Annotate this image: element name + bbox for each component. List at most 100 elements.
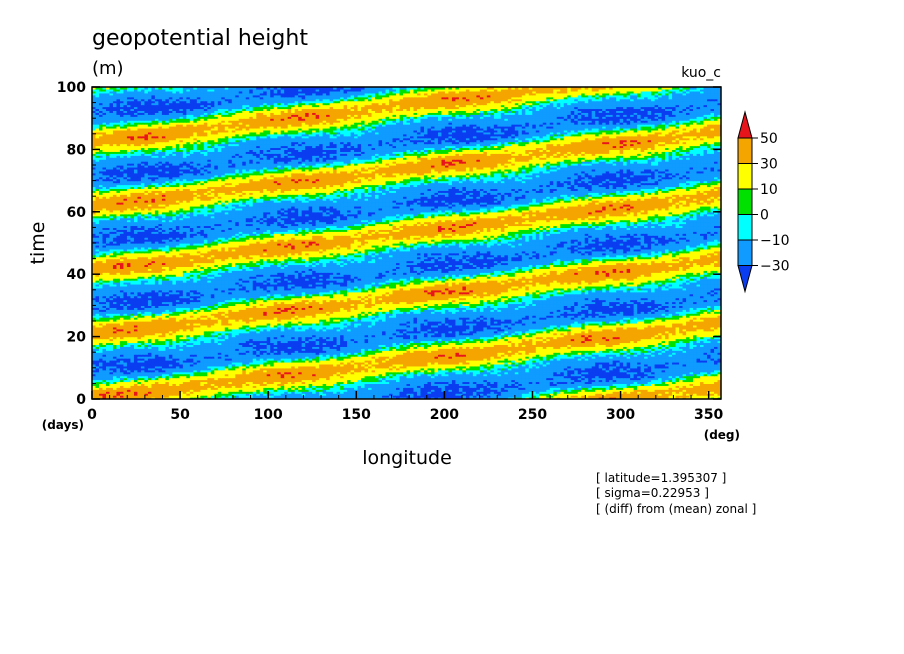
heatmap-cell [291,383,296,386]
heatmap-cell [266,369,271,373]
heatmap-cell [570,373,575,377]
heatmap-cell [616,373,621,377]
heatmap-cell [679,389,684,392]
heatmap-cell [382,395,387,398]
heatmap-cell [133,371,139,375]
heatmap-cell [224,371,229,375]
heatmap-cell [263,379,268,383]
heatmap-cell [665,381,670,384]
heatmap-cell [273,383,278,386]
heatmap-cell [668,381,673,384]
heatmap-cell [693,373,698,377]
heatmap-cell [231,375,236,379]
heatmap-cell [514,391,519,394]
heatmap-cell [210,389,215,392]
heatmap-cell [696,377,701,381]
heatmap-cell [102,379,107,383]
heatmap-cell [308,371,313,375]
heatmap-cell [200,373,205,377]
heatmap-cell [427,387,432,390]
heatmap-cell [256,397,261,399]
heatmap-cell [403,385,408,388]
heatmap-cell [647,369,652,373]
heatmap-cell [696,371,701,375]
heatmap-cell [396,369,401,373]
heatmap-cell [630,379,635,383]
heatmap-cell [214,379,219,383]
heatmap-cell [654,385,659,388]
heatmap-cell [598,389,603,392]
heatmap-cell [528,387,533,390]
heatmap-cell [259,379,264,383]
heatmap-cell [469,379,474,383]
heatmap-cell [525,383,530,386]
heatmap-cell [186,371,191,375]
heatmap-cell [535,385,540,388]
heatmap-cell [357,391,362,394]
heatmap-cell [217,391,222,394]
heatmap-cell [123,371,128,375]
heatmap-cell [189,377,194,381]
heatmap-cell [504,397,509,399]
heatmap-cell [350,383,355,386]
heatmap-cell [546,395,551,398]
heatmap-cell [154,375,159,379]
heatmap-cell [322,379,327,383]
heatmap-cell [553,395,558,398]
heatmap-cell [612,383,617,386]
heatmap-cell [595,391,600,394]
heatmap-cell [98,393,104,396]
heatmap-cell [514,393,519,396]
heatmap-cell [437,389,443,392]
heatmap-cell [371,383,376,386]
heatmap-cell [182,383,187,386]
heatmap-cell [609,369,614,373]
heatmap-cell [469,381,474,384]
heatmap-cell [479,397,484,399]
heatmap-cell [175,371,180,375]
heatmap-cell [665,395,670,398]
heatmap-cell [483,393,488,396]
heatmap-cell [175,369,180,373]
heatmap-cell [458,387,464,390]
heatmap-cell [504,395,509,398]
heatmap-cell [270,393,275,396]
heatmap-cell [458,397,464,399]
heatmap-cell [378,397,383,399]
heatmap-cell [354,389,359,392]
heatmap-cell [165,395,170,398]
heatmap-cell [689,369,694,373]
heatmap-cell [385,371,390,375]
heatmap-cell [668,369,673,373]
heatmap-cell [326,381,331,384]
heatmap-cell [385,397,390,399]
heatmap-cell [577,387,582,390]
heatmap-cell [441,383,446,386]
heatmap-cell [539,397,544,399]
heatmap-cell [637,383,642,386]
heatmap-cell [472,387,477,390]
heatmap-cell [203,381,208,384]
heatmap-cell [98,379,104,383]
heatmap-cell [661,383,666,386]
heatmap-cell [165,393,170,396]
heatmap-cell [521,389,526,392]
heatmap-cell [319,377,324,381]
heatmap-cell [409,389,415,392]
heatmap-cell [119,383,125,386]
heatmap-cell [710,375,715,379]
heatmap-cell [577,381,582,384]
heatmap-cell [189,369,194,373]
heatmap-cell [389,393,394,396]
heatmap-cell [486,377,491,381]
heatmap-cell [252,373,257,377]
heatmap-cell [465,391,470,394]
heatmap-cell [119,393,125,396]
heatmap-cell [168,395,173,398]
heatmap-cell [385,379,390,383]
heatmap-cell [609,391,614,394]
heatmap-cell [679,395,684,398]
heatmap-cell [347,391,352,394]
heatmap-cell [476,385,481,388]
heatmap-cell [430,391,436,394]
